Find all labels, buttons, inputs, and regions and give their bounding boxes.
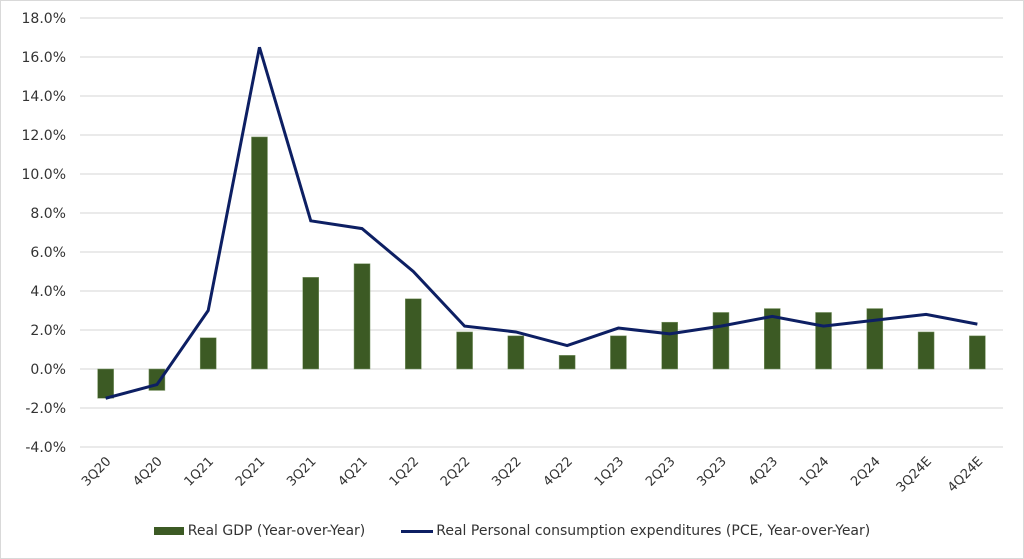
x-tick-label: 1Q24 xyxy=(797,454,832,489)
gdp-bar xyxy=(917,331,935,370)
x-tick-label: 4Q24E xyxy=(945,454,986,495)
pce-line xyxy=(105,46,978,400)
x-tick-label: 1Q21 xyxy=(182,454,217,489)
pce-line-group xyxy=(105,46,978,400)
gdp-bar xyxy=(815,312,832,370)
x-tick-label: 1Q22 xyxy=(387,454,422,489)
legend: Real GDP (Year-over-Year) Real Personal … xyxy=(0,523,1024,539)
legend-label-pce: Real Personal consumption expenditures (… xyxy=(436,523,871,539)
gdp-bar xyxy=(712,312,730,370)
y-tick-label: 4.0% xyxy=(30,284,66,300)
x-tick-label: 3Q21 xyxy=(284,454,319,489)
gdp-bar xyxy=(97,368,114,399)
y-tick-label: 16.0% xyxy=(22,50,66,66)
x-tick-label: 2Q22 xyxy=(438,454,473,489)
legend-item-pce[interactable]: Real Personal consumption expenditures (… xyxy=(401,523,870,539)
y-tick-label: 18.0% xyxy=(22,11,66,27)
x-tick-label: 4Q20 xyxy=(130,454,165,489)
x-tick-label: 2Q21 xyxy=(233,454,268,489)
x-tick-label: 4Q21 xyxy=(335,454,370,489)
x-tick-label: 2Q24 xyxy=(848,454,883,489)
x-tick-label: 1Q23 xyxy=(592,454,627,489)
y-tick-label: 6.0% xyxy=(30,245,66,261)
y-tick-label: -4.0% xyxy=(25,440,66,456)
x-tick-label: 2Q23 xyxy=(643,454,678,489)
legend-swatch-gdp xyxy=(153,527,184,535)
y-tick-label: 12.0% xyxy=(22,128,66,144)
y-tick-label: -2.0% xyxy=(25,401,66,417)
gdp-bar xyxy=(199,337,217,370)
gdp-bar xyxy=(456,331,473,370)
gdp-bar xyxy=(764,308,781,370)
gdp-bar xyxy=(866,308,884,370)
y-tick-label: 8.0% xyxy=(30,206,66,222)
gdp-bar xyxy=(969,335,986,370)
legend-label-gdp: Real GDP (Year-over-Year) xyxy=(187,523,366,539)
legend-item-gdp[interactable]: Real GDP (Year-over-Year) xyxy=(153,523,366,539)
gdp-bar xyxy=(251,136,268,370)
x-axis: 3Q20 4Q20 1Q21 2Q21 3Q21 4Q21 1Q22 2Q22 3Q22 4Q22… xyxy=(79,454,986,495)
legend-swatch-pce xyxy=(401,529,434,533)
gdp-bar xyxy=(302,277,319,370)
x-tick-label: 4Q23 xyxy=(746,454,781,489)
y-axis: -4.0% -2.0% 0.0% 2.0% 4.0% 6.0% 8.0% 10.0% 12.0%… xyxy=(22,11,66,456)
y-tick-label: 0.0% xyxy=(30,362,66,378)
x-tick-label: 3Q20 xyxy=(79,454,114,489)
gdp-bar xyxy=(353,263,371,370)
x-tick-label: 3Q23 xyxy=(694,454,729,489)
x-tick-label: 3Q24E xyxy=(894,454,935,495)
gdp-bar xyxy=(558,355,576,370)
gdp-bars xyxy=(97,136,986,399)
x-tick-label: 4Q22 xyxy=(541,454,576,489)
gdp-bar xyxy=(507,335,525,370)
gdp-bar xyxy=(661,321,678,370)
y-tick-label: 14.0% xyxy=(22,89,66,105)
y-tick-label: 2.0% xyxy=(30,323,66,339)
gdp-bar xyxy=(405,298,422,370)
gdp-bar xyxy=(610,335,627,370)
x-tick-label: 3Q22 xyxy=(489,454,524,489)
gridlines xyxy=(80,17,1003,448)
y-tick-label: 10.0% xyxy=(22,167,66,183)
